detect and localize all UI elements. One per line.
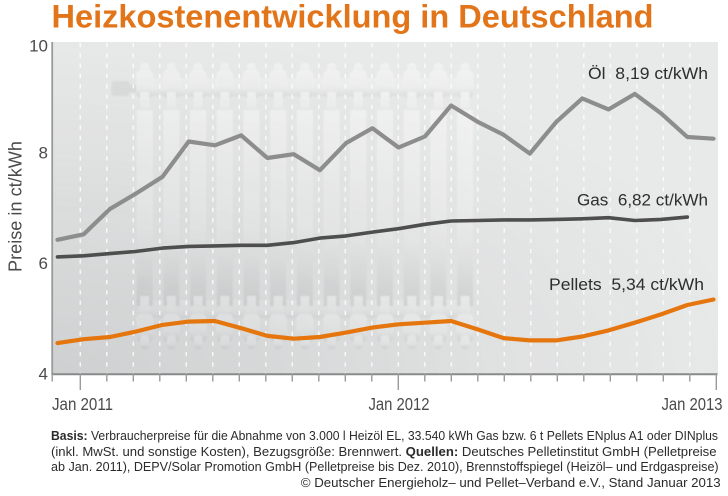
svg-text:Gas 6,82 ct/kWh: Gas 6,82 ct/kWh bbox=[577, 191, 708, 210]
svg-text:Jan 2012: Jan 2012 bbox=[369, 394, 430, 414]
svg-text:Jan 2011: Jan 2011 bbox=[52, 394, 113, 414]
svg-text:Jan 2013: Jan 2013 bbox=[662, 394, 723, 414]
svg-text:4: 4 bbox=[39, 365, 48, 384]
svg-text:8: 8 bbox=[39, 144, 48, 163]
svg-text:10: 10 bbox=[29, 37, 48, 56]
svg-text:6: 6 bbox=[39, 254, 48, 273]
svg-text:Öl 8,19 ct/kWh: Öl 8,19 ct/kWh bbox=[588, 64, 708, 83]
svg-text:Preise in ct/kWh: Preise in ct/kWh bbox=[6, 141, 26, 272]
svg-text:Pellets 5,34 ct/kWh: Pellets 5,34 ct/kWh bbox=[549, 275, 704, 294]
svg-text:Heizkostenentwicklung in Deuts: Heizkostenentwicklung in Deutschland bbox=[52, 0, 654, 35]
